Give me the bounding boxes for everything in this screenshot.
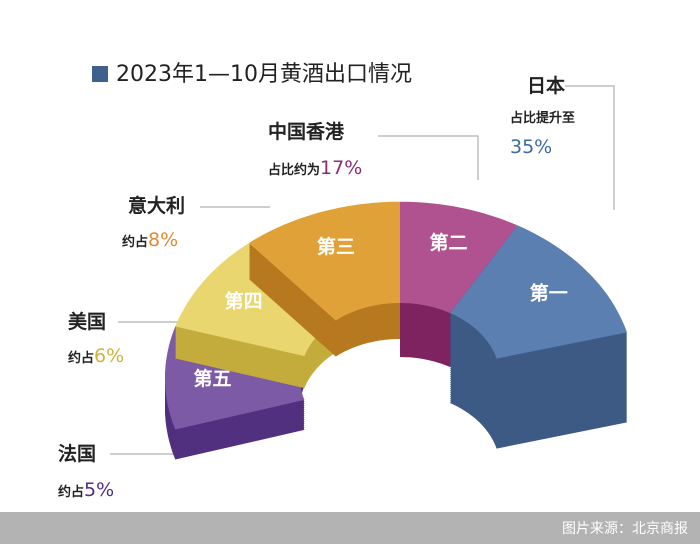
rank-label: 第一 xyxy=(530,281,568,304)
rank-label: 第二 xyxy=(430,231,468,254)
chart-title: 2023年1—10月黄酒出口情况 xyxy=(116,62,412,87)
rank-label: 第五 xyxy=(193,367,231,390)
category-note: 占比提升至 xyxy=(510,110,575,126)
value-line: 约占8% xyxy=(122,229,178,251)
category-note: 约占 xyxy=(58,484,84,500)
value-label: 35% xyxy=(510,136,552,158)
value-line: 占比约为17% xyxy=(268,157,362,179)
value-label: 6% xyxy=(94,345,124,367)
category-label: 美国 xyxy=(68,310,106,333)
segment xyxy=(248,201,400,321)
footer-bar xyxy=(0,512,700,544)
category-note: 占比约为 xyxy=(268,162,320,178)
value-line: 35% xyxy=(510,136,552,158)
source: 图片来源：北京商报 xyxy=(562,521,688,537)
segment xyxy=(450,225,627,359)
value-label: 8% xyxy=(148,229,178,251)
category-label: 中国香港 xyxy=(268,120,345,143)
value-line: 约占6% xyxy=(68,345,124,367)
category-label: 日本 xyxy=(527,74,565,97)
segment xyxy=(175,243,336,357)
value-line: 约占5% xyxy=(58,479,114,501)
segment xyxy=(400,201,518,313)
value-label: 17% xyxy=(320,157,362,179)
rank-label: 第四 xyxy=(225,289,263,312)
category-label: 法国 xyxy=(58,442,96,465)
category-label: 意大利 xyxy=(128,194,185,217)
value-label: 5% xyxy=(84,479,114,501)
category-note: 约占 xyxy=(68,350,94,366)
legend-swatch xyxy=(92,66,108,82)
category-note: 约占 xyxy=(122,234,148,250)
rank-label: 第三 xyxy=(317,235,355,258)
